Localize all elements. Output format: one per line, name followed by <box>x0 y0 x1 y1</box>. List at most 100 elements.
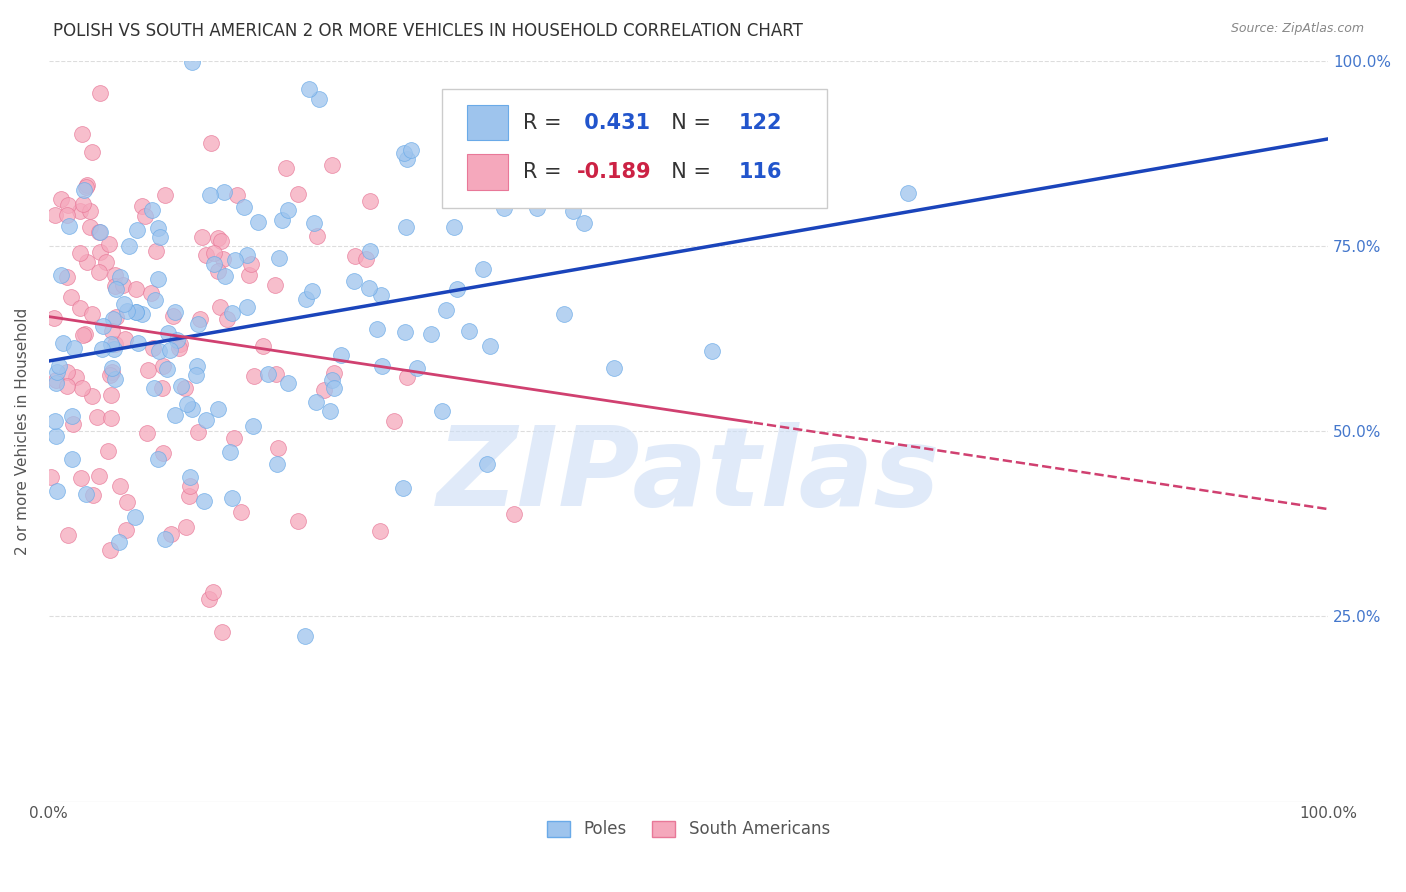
Point <box>562 204 585 219</box>
Point <box>112 297 135 311</box>
Point <box>188 312 211 326</box>
Point <box>162 309 184 323</box>
Point <box>51 192 73 206</box>
Point <box>44 311 66 326</box>
Point <box>243 368 266 383</box>
Point <box>319 404 342 418</box>
Point <box>176 520 198 534</box>
Point <box>526 202 548 216</box>
Point <box>232 200 254 214</box>
Point <box>221 306 243 320</box>
Point <box>69 471 91 485</box>
Point <box>305 228 328 243</box>
Point <box>108 270 131 285</box>
Point <box>145 293 167 308</box>
Point <box>200 188 222 202</box>
Point <box>45 429 67 443</box>
Point <box>104 282 127 296</box>
Point <box>82 145 104 160</box>
Point <box>239 257 262 271</box>
Point <box>271 213 294 227</box>
Point <box>124 305 146 319</box>
Point <box>359 244 381 259</box>
Point <box>166 333 188 347</box>
Point <box>187 425 209 440</box>
Point <box>79 203 101 218</box>
Point <box>169 337 191 351</box>
Point <box>45 373 67 387</box>
Point <box>475 457 498 471</box>
Point <box>194 247 217 261</box>
Point <box>89 225 111 239</box>
Point <box>392 145 415 160</box>
Text: 116: 116 <box>738 162 782 182</box>
Point <box>56 528 79 542</box>
Point <box>48 359 70 373</box>
Point <box>287 515 309 529</box>
Point <box>115 495 138 509</box>
Point <box>45 365 67 379</box>
Point <box>382 414 405 428</box>
Point <box>146 452 169 467</box>
Point <box>208 300 231 314</box>
Point <box>370 288 392 302</box>
Point <box>108 479 131 493</box>
Point <box>308 92 330 106</box>
Point <box>457 325 479 339</box>
Point <box>181 402 204 417</box>
Text: R =: R = <box>523 162 568 182</box>
Point <box>443 219 465 234</box>
Point <box>267 251 290 265</box>
Point <box>136 363 159 377</box>
Point <box>69 204 91 219</box>
Point <box>419 327 441 342</box>
Point <box>76 254 98 268</box>
Point <box>236 300 259 314</box>
Text: POLISH VS SOUTH AMERICAN 2 OR MORE VEHICLES IN HOUSEHOLD CORRELATION CHART: POLISH VS SOUTH AMERICAN 2 OR MORE VEHIC… <box>53 22 803 40</box>
Point <box>224 252 246 267</box>
Point <box>391 481 413 495</box>
Point <box>321 158 343 172</box>
Point <box>135 425 157 440</box>
Point <box>238 268 260 283</box>
Point <box>56 208 79 222</box>
Point <box>174 381 197 395</box>
Point <box>89 469 111 483</box>
Point <box>97 444 120 458</box>
Point <box>112 277 135 292</box>
Point <box>152 359 174 374</box>
Point <box>371 359 394 373</box>
Point <box>104 310 127 324</box>
Point <box>430 403 453 417</box>
Point <box>139 285 162 300</box>
Point <box>207 401 229 416</box>
Point <box>179 490 201 504</box>
Text: -0.189: -0.189 <box>576 162 652 182</box>
Point <box>236 248 259 262</box>
Point <box>62 417 84 431</box>
Text: N =: N = <box>658 112 717 133</box>
Point <box>98 237 121 252</box>
Point <box>131 307 153 321</box>
Point <box>62 409 84 424</box>
FancyBboxPatch shape <box>441 88 827 208</box>
Point <box>108 535 131 549</box>
Point <box>252 339 274 353</box>
Point <box>221 491 243 505</box>
Point <box>52 336 75 351</box>
Point <box>395 153 418 167</box>
Point <box>478 339 501 353</box>
Point <box>207 264 229 278</box>
Point <box>266 367 288 381</box>
Point <box>207 231 229 245</box>
Point <box>179 470 201 484</box>
Point <box>104 372 127 386</box>
Point <box>187 317 209 331</box>
Point <box>94 254 117 268</box>
Point <box>148 344 170 359</box>
Point <box>226 188 249 202</box>
Point <box>212 185 235 199</box>
Point <box>770 146 793 161</box>
Point <box>165 408 187 422</box>
Point <box>399 144 422 158</box>
